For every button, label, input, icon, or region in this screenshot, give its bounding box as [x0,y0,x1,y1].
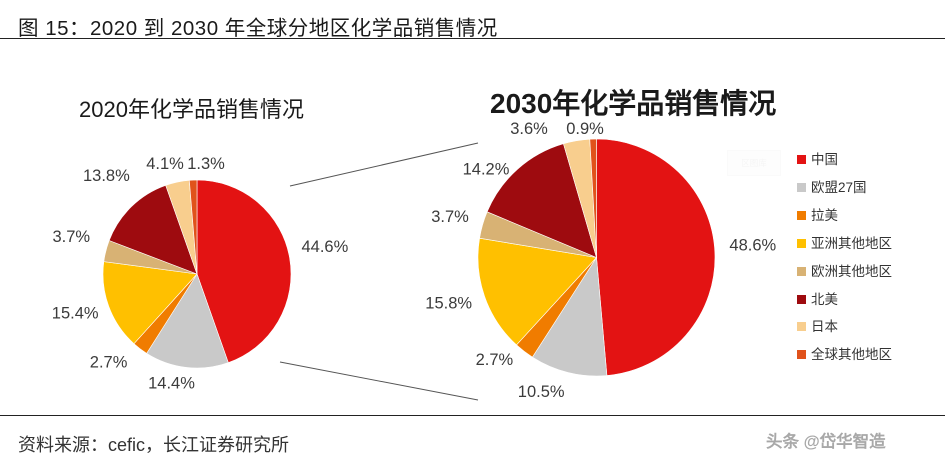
svg-text:14.4%: 14.4% [148,374,195,392]
svg-text:14.2%: 14.2% [463,161,510,179]
svg-text:2.7%: 2.7% [476,351,514,369]
svg-text:48.6%: 48.6% [729,237,776,255]
svg-text:13.8%: 13.8% [83,167,130,185]
svg-text:15.8%: 15.8% [425,295,472,313]
svg-text:44.6%: 44.6% [302,238,349,256]
svg-text:0.9%: 0.9% [566,120,604,138]
svg-text:10.5%: 10.5% [518,383,565,401]
svg-text:4.1%: 4.1% [146,155,184,173]
svg-text:2.7%: 2.7% [90,353,128,371]
svg-text:3.6%: 3.6% [510,120,548,138]
svg-text:3.7%: 3.7% [52,228,90,246]
svg-text:15.4%: 15.4% [52,305,99,323]
svg-text:1.3%: 1.3% [187,155,225,173]
svg-text:3.7%: 3.7% [431,208,469,226]
